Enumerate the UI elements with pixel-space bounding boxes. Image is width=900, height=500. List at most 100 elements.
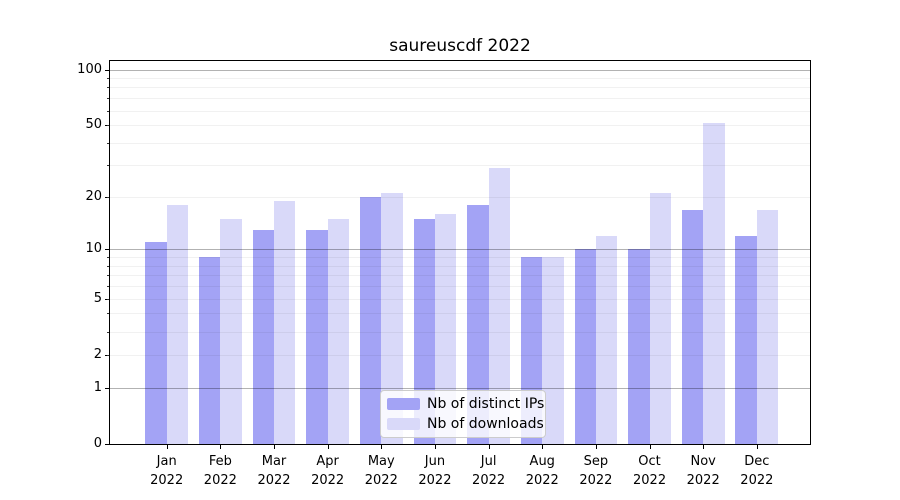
gridline-minor: [110, 275, 810, 277]
y-tick-label-100: 100: [77, 61, 102, 77]
y-minor-tick-mark: [107, 354, 110, 356]
x-tick-label-feb: Feb 2022: [203, 454, 237, 488]
bar-downloads-jan: [166, 205, 189, 444]
x-tick-mark: [488, 444, 490, 449]
gridline-minor: [110, 331, 810, 333]
x-tick-mark: [220, 444, 222, 449]
legend-label: Nb of downloads: [427, 415, 544, 432]
gridline-minor: [110, 265, 810, 267]
gridline-major-10: [110, 249, 810, 251]
y-minor-tick-mark: [107, 110, 110, 112]
gridline-major-100: [110, 69, 810, 71]
bar-ips-may: [359, 197, 382, 444]
gridline-minor: [110, 286, 810, 288]
gridline-minor: [110, 78, 810, 80]
x-tick-mark: [649, 444, 651, 449]
bar-downloads-dec: [756, 209, 779, 444]
x-tick-mark: [595, 444, 597, 449]
bar-ips-feb: [198, 257, 221, 444]
y-minor-tick-mark: [107, 331, 110, 333]
gridline-minor: [110, 110, 810, 112]
y-tick-label-0: 0: [93, 436, 102, 451]
x-tick-mark: [327, 444, 329, 449]
bar-downloads-apr: [327, 219, 350, 444]
gridline-minor: [110, 98, 810, 100]
x-tick-mark: [703, 444, 705, 449]
y-minor-tick-mark: [107, 275, 110, 277]
x-tick-label-nov: Nov 2022: [686, 454, 720, 488]
y-tick-mark: [105, 249, 110, 251]
y-minor-tick-mark: [107, 165, 110, 167]
y-minor-tick-mark: [107, 125, 110, 127]
legend-swatch-downloads: [387, 417, 420, 430]
y-minor-tick-mark: [107, 98, 110, 100]
y-tick-mark: [105, 69, 110, 71]
y-minor-tick-mark: [107, 78, 110, 80]
y-minor-tick-mark: [107, 87, 110, 89]
y-minor-tick-mark: [107, 298, 110, 300]
y-minor-tick-mark: [107, 286, 110, 288]
gridline-minor: [110, 354, 810, 356]
x-tick-label-dec: Dec 2022: [740, 454, 774, 488]
x-tick-mark: [542, 444, 544, 449]
bar-ips-jan: [145, 242, 167, 444]
y-minor-tick-mark: [107, 142, 110, 144]
gridline-minor: [110, 313, 810, 315]
y-minor-tick-mark: [107, 313, 110, 315]
y-tick-label-1: 1: [93, 379, 102, 395]
y-tick-label-5: 5: [93, 290, 102, 306]
bar-ips-mar: [252, 229, 274, 444]
y-tick-label-2: 2: [93, 346, 102, 362]
y-minor-tick-mark: [107, 197, 110, 198]
gridline-minor: [110, 257, 810, 259]
bar-downloads-feb: [220, 219, 242, 444]
bar-downloads-nov: [703, 123, 725, 444]
legend-item-distinct-ips: Nb of distinct IPs: [387, 396, 544, 412]
gridline-minor: [110, 142, 810, 144]
x-tick-label-aug: Aug 2022: [525, 454, 559, 488]
y-tick-label-20: 20: [85, 189, 102, 204]
x-tick-label-jun: Jun 2022: [418, 454, 452, 488]
legend: Nb of distinct IPs Nb of downloads: [380, 390, 546, 438]
x-tick-label-apr: Apr 2022: [311, 454, 345, 488]
bar-downloads-jun: [434, 214, 457, 444]
bar-ips-oct: [628, 249, 650, 444]
x-tick-label-sep: Sep 2022: [579, 454, 613, 488]
legend-item-downloads: Nb of downloads: [387, 416, 544, 432]
gridline-major-1: [110, 387, 810, 389]
y-minor-tick-mark: [107, 265, 110, 267]
legend-swatch-ips: [387, 398, 420, 411]
bar-downloads-jul: [488, 168, 510, 444]
bar-ips-nov: [681, 209, 704, 444]
bar-ips-dec: [735, 235, 757, 444]
chart-title: saureuscdf 2022: [389, 36, 531, 56]
y-tick-label-10: 10: [85, 241, 102, 257]
legend-label: Nb of distinct IPs: [427, 396, 545, 413]
x-tick-mark: [434, 444, 436, 449]
gridline-minor: [110, 165, 810, 167]
gridline-minor: [110, 87, 810, 89]
bar-ips-jun: [413, 219, 435, 444]
x-tick-mark: [381, 444, 383, 449]
y-tick-mark: [105, 387, 110, 389]
bar-downloads-mar: [274, 200, 296, 444]
x-tick-label-jan: Jan 2022: [150, 454, 184, 488]
x-tick-label-mar: Mar 2022: [257, 454, 291, 488]
bar-downloads-sep: [595, 235, 618, 444]
bar-ips-sep: [574, 249, 596, 444]
x-tick-mark: [166, 444, 168, 449]
bar-downloads-aug: [542, 257, 564, 444]
y-tick-mark: [105, 444, 110, 445]
bar-downloads-oct: [649, 193, 671, 444]
gridline-minor: [110, 125, 810, 127]
x-tick-label-may: May 2022: [364, 454, 398, 488]
bar-ips-apr: [306, 229, 328, 444]
gridline-minor: [110, 298, 810, 300]
x-tick-label-oct: Oct 2022: [633, 454, 667, 488]
bar-ips-jul: [467, 205, 489, 444]
plot-area: [110, 61, 810, 444]
x-tick-mark: [756, 444, 758, 449]
y-tick-label-50: 50: [85, 117, 102, 133]
gridline-minor: [110, 197, 810, 198]
